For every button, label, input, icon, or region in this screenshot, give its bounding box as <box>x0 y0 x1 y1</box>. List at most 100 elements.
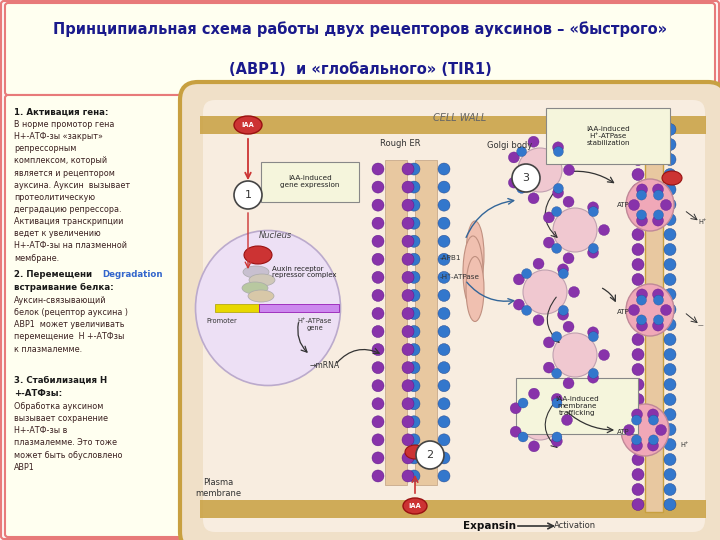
Circle shape <box>632 394 644 406</box>
Text: IAA-induced
gene expression: IAA-induced gene expression <box>280 176 340 188</box>
Circle shape <box>544 237 554 248</box>
Circle shape <box>544 212 554 223</box>
Circle shape <box>372 253 384 265</box>
Circle shape <box>438 163 450 175</box>
Circle shape <box>557 264 569 275</box>
Circle shape <box>655 424 667 435</box>
Circle shape <box>632 288 644 300</box>
Circle shape <box>664 213 676 226</box>
Text: H⁺-ATPase
gene: H⁺-ATPase gene <box>298 318 332 331</box>
Circle shape <box>544 362 554 373</box>
Text: Activation: Activation <box>554 522 596 530</box>
Ellipse shape <box>621 404 669 456</box>
Circle shape <box>402 434 414 446</box>
Circle shape <box>664 124 676 136</box>
Circle shape <box>632 184 644 195</box>
Circle shape <box>664 454 676 465</box>
Circle shape <box>518 432 528 442</box>
Circle shape <box>512 164 540 192</box>
Circle shape <box>632 498 644 510</box>
Circle shape <box>402 362 414 374</box>
Circle shape <box>372 380 384 392</box>
Circle shape <box>664 199 676 211</box>
Circle shape <box>513 274 524 285</box>
Circle shape <box>632 469 644 481</box>
Circle shape <box>408 307 420 320</box>
Circle shape <box>528 136 539 147</box>
Circle shape <box>664 379 676 390</box>
Circle shape <box>508 152 519 163</box>
Circle shape <box>664 469 676 481</box>
Text: 2. Перемещени: 2. Перемещени <box>14 270 98 279</box>
Text: В норме промотор гена
Н+-АТФ-зы «закрыт»
репрессорным
комплексом, который
являет: В норме промотор гена Н+-АТФ-зы «закрыт»… <box>14 120 130 262</box>
Ellipse shape <box>234 116 262 134</box>
Ellipse shape <box>626 179 674 231</box>
Circle shape <box>523 270 567 314</box>
Circle shape <box>438 416 450 428</box>
Circle shape <box>372 217 384 229</box>
Circle shape <box>632 273 644 286</box>
Circle shape <box>636 289 647 300</box>
Circle shape <box>664 438 676 450</box>
Circle shape <box>438 326 450 338</box>
Circle shape <box>562 415 572 426</box>
Circle shape <box>438 272 450 284</box>
Circle shape <box>402 380 414 392</box>
Circle shape <box>629 305 639 315</box>
Circle shape <box>664 288 676 300</box>
Circle shape <box>533 258 544 269</box>
Circle shape <box>552 332 562 342</box>
Circle shape <box>588 207 598 217</box>
Circle shape <box>408 289 420 301</box>
Text: 2: 2 <box>426 450 433 460</box>
Circle shape <box>513 299 524 310</box>
Circle shape <box>402 307 414 320</box>
Circle shape <box>636 210 647 220</box>
Circle shape <box>654 295 664 305</box>
Circle shape <box>632 363 644 375</box>
Circle shape <box>372 452 384 464</box>
Circle shape <box>438 343 450 355</box>
Circle shape <box>408 253 420 265</box>
Circle shape <box>563 253 574 264</box>
Circle shape <box>372 362 384 374</box>
Circle shape <box>553 333 597 377</box>
Circle shape <box>563 196 574 207</box>
Circle shape <box>528 388 539 399</box>
Circle shape <box>588 244 598 253</box>
Circle shape <box>598 349 610 361</box>
Circle shape <box>402 343 414 355</box>
Circle shape <box>664 423 676 435</box>
Ellipse shape <box>249 274 275 286</box>
Circle shape <box>632 213 644 226</box>
Circle shape <box>518 398 528 408</box>
Circle shape <box>631 435 642 445</box>
FancyBboxPatch shape <box>203 100 705 532</box>
Circle shape <box>234 181 262 209</box>
Circle shape <box>518 148 562 192</box>
Circle shape <box>416 441 444 469</box>
Circle shape <box>408 343 420 355</box>
Text: -H⁺-ATPase: -H⁺-ATPase <box>440 274 480 280</box>
Circle shape <box>552 368 562 379</box>
Text: Expansin: Expansin <box>464 521 516 531</box>
Circle shape <box>438 217 450 229</box>
Ellipse shape <box>466 256 484 321</box>
Circle shape <box>438 470 450 482</box>
Circle shape <box>528 193 539 204</box>
Circle shape <box>631 440 642 451</box>
Text: встраивание белка:: встраивание белка: <box>14 283 114 292</box>
Circle shape <box>372 163 384 175</box>
Circle shape <box>588 327 598 338</box>
Text: IAA-induced
membrane
trafficking: IAA-induced membrane trafficking <box>555 396 599 416</box>
Circle shape <box>563 378 574 389</box>
Text: ––: –– <box>698 322 705 328</box>
Circle shape <box>632 334 644 346</box>
Circle shape <box>559 306 568 315</box>
Circle shape <box>632 124 644 136</box>
Text: Принципиальная схема работы двух рецепторов ауксинов – «быстрого»: Принципиальная схема работы двух рецепто… <box>53 21 667 37</box>
Circle shape <box>652 215 664 226</box>
Circle shape <box>553 208 597 252</box>
Circle shape <box>664 498 676 510</box>
Circle shape <box>664 348 676 361</box>
